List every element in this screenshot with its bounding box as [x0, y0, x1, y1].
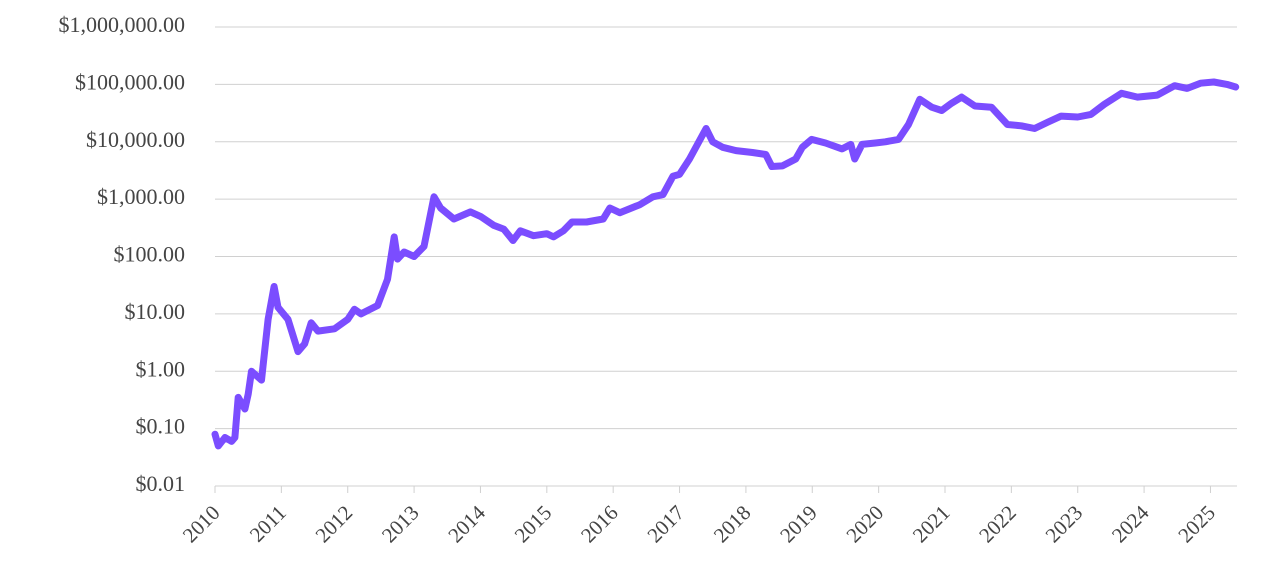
- x-tick-label: 2013: [377, 501, 424, 548]
- x-tick-label: 2023: [1041, 501, 1088, 548]
- y-tick-label: $1.00: [136, 356, 186, 381]
- x-tick-label: 2022: [974, 501, 1021, 548]
- x-tick-label: 2014: [443, 500, 490, 547]
- y-tick-label: $1,000,000.00: [59, 12, 186, 37]
- y-tick-label: $0.10: [136, 414, 186, 439]
- x-tick-label: 2011: [245, 501, 291, 547]
- y-tick-label: $0.01: [136, 471, 186, 496]
- y-tick-label: $10.00: [125, 299, 186, 324]
- x-tick-label: 2015: [510, 501, 557, 548]
- x-tick-label: 2010: [178, 501, 225, 548]
- x-tick-label: 2012: [311, 501, 358, 548]
- y-tick-label: $100,000.00: [75, 69, 185, 94]
- price-line: [211, 78, 1240, 450]
- x-tick-label: 2020: [842, 501, 889, 548]
- x-tick-label: 2024: [1107, 500, 1154, 547]
- y-tick-label: $1,000.00: [97, 184, 185, 209]
- x-tick-label: 2016: [576, 501, 623, 548]
- x-tick-label: 2021: [908, 501, 955, 548]
- x-tick-label: 2025: [1173, 501, 1220, 548]
- x-tick-label: 2017: [642, 501, 689, 548]
- y-tick-label: $100.00: [114, 242, 186, 267]
- x-tick-label: 2018: [709, 501, 756, 548]
- y-tick-label: $10,000.00: [86, 127, 185, 152]
- x-tick-label: 2019: [775, 501, 822, 548]
